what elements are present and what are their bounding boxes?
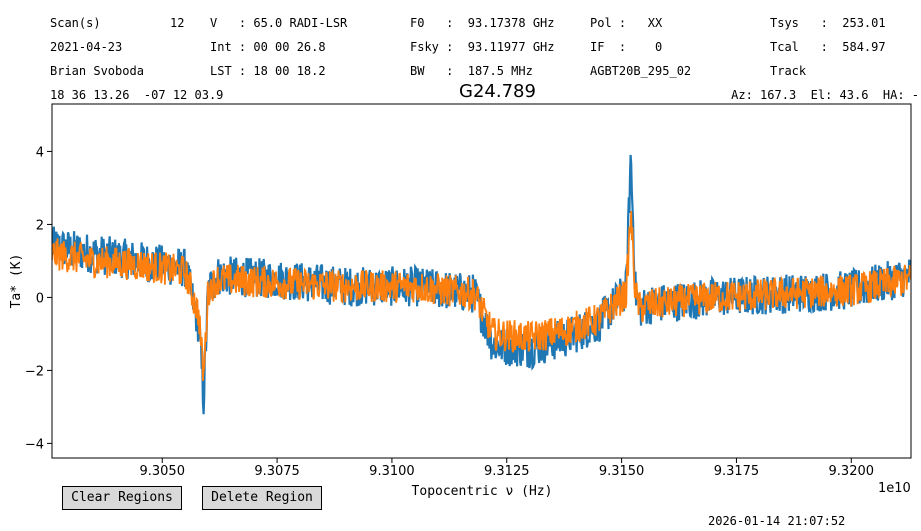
scan-label: Scan(s)	[50, 16, 101, 30]
observer-name: Brian Svoboda	[50, 64, 144, 78]
x-tick-label: 9.3075	[254, 464, 300, 479]
y-tick-label: 2	[36, 218, 44, 233]
x-tick-label: 9.3100	[369, 464, 415, 479]
delete-region-button[interactable]: Delete Region	[202, 486, 322, 510]
track-mode: Track	[770, 64, 807, 78]
x-tick-label: 9.3200	[829, 464, 875, 479]
y-axis-label: Ta* (K)	[9, 254, 24, 309]
y-tick-label: 4	[36, 145, 44, 160]
tcal-info: Tcal : 584.97	[770, 40, 886, 54]
coordinates: 18 36 13.26 -07 12 03.9	[50, 88, 224, 102]
velocity-info: V : 65.0 RADI-LSR	[210, 16, 348, 30]
x-tick-label: 9.3175	[714, 464, 760, 479]
obs-date: 2021-04-23	[50, 40, 123, 54]
bw-info: BW : 187.5 MHz	[410, 64, 533, 78]
x-tick-label: 9.3050	[139, 464, 185, 479]
y-tick-label: −2	[25, 364, 44, 379]
azel-info: Az: 167.3 El: 43.6 HA: -	[731, 88, 919, 102]
f0-info: F0 : 93.17378 GHz	[410, 16, 555, 30]
lst-info: LST : 18 00 18.2	[210, 64, 326, 78]
x-axis-label: Topocentric ν (Hz)	[412, 484, 553, 499]
x-offset-label: 1e10	[878, 481, 911, 496]
source-title: G24.789	[459, 81, 536, 102]
pol-info: Pol : XX	[590, 16, 663, 30]
timestamp: 2026-01-14 21:07:52	[708, 514, 846, 528]
scan-value: 12	[170, 16, 185, 30]
if-info: IF : 0	[590, 40, 663, 54]
y-tick-label: −4	[25, 437, 44, 452]
x-tick-label: 9.3150	[599, 464, 645, 479]
clear-regions-button[interactable]: Clear Regions	[62, 486, 182, 510]
int-info: Int : 00 00 26.8	[210, 40, 326, 54]
project-id: AGBT20B_295_02	[590, 64, 692, 78]
y-tick-label: 0	[36, 291, 44, 306]
fsky-info: Fsky : 93.11977 GHz	[410, 40, 555, 54]
spectrum-series-2	[52, 210, 911, 381]
tsys-info: Tsys : 253.01	[770, 16, 886, 30]
plot-frame	[51, 103, 912, 459]
x-tick-label: 9.3125	[484, 464, 530, 479]
